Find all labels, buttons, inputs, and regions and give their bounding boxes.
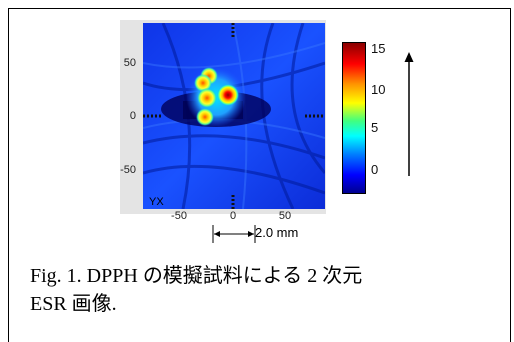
x-tick-label: 50 xyxy=(278,210,292,222)
y-tick-label: 0 xyxy=(129,110,136,122)
caption-line: Fig. 1. DPPH の模擬試料による 2 次元 xyxy=(30,265,363,287)
scale-bar-icon xyxy=(212,225,256,243)
figure-caption: Fig. 1. DPPH の模擬試料による 2 次元 ESR 画像. xyxy=(30,262,490,318)
x-tick-label: -50 xyxy=(171,210,187,222)
colorbar xyxy=(342,42,366,194)
colorbar-tick-label: 5 xyxy=(371,120,379,135)
image-label: YX xyxy=(149,196,164,208)
caption-line: ESR 画像. xyxy=(30,293,117,315)
y-tick-label: 50 xyxy=(123,57,136,69)
figure-frame xyxy=(8,8,511,342)
y-tick-label: -50 xyxy=(120,164,136,176)
up-arrow-icon xyxy=(404,52,414,176)
esr-image: YX xyxy=(143,23,325,209)
colorbar-tick-label: 15 xyxy=(371,41,386,56)
colorbar-tick-label: 0 xyxy=(371,162,379,177)
x-tick-label: 0 xyxy=(229,210,237,222)
colorbar-tick-label: 10 xyxy=(371,82,386,97)
scale-label: 2.0 mm xyxy=(255,225,299,240)
